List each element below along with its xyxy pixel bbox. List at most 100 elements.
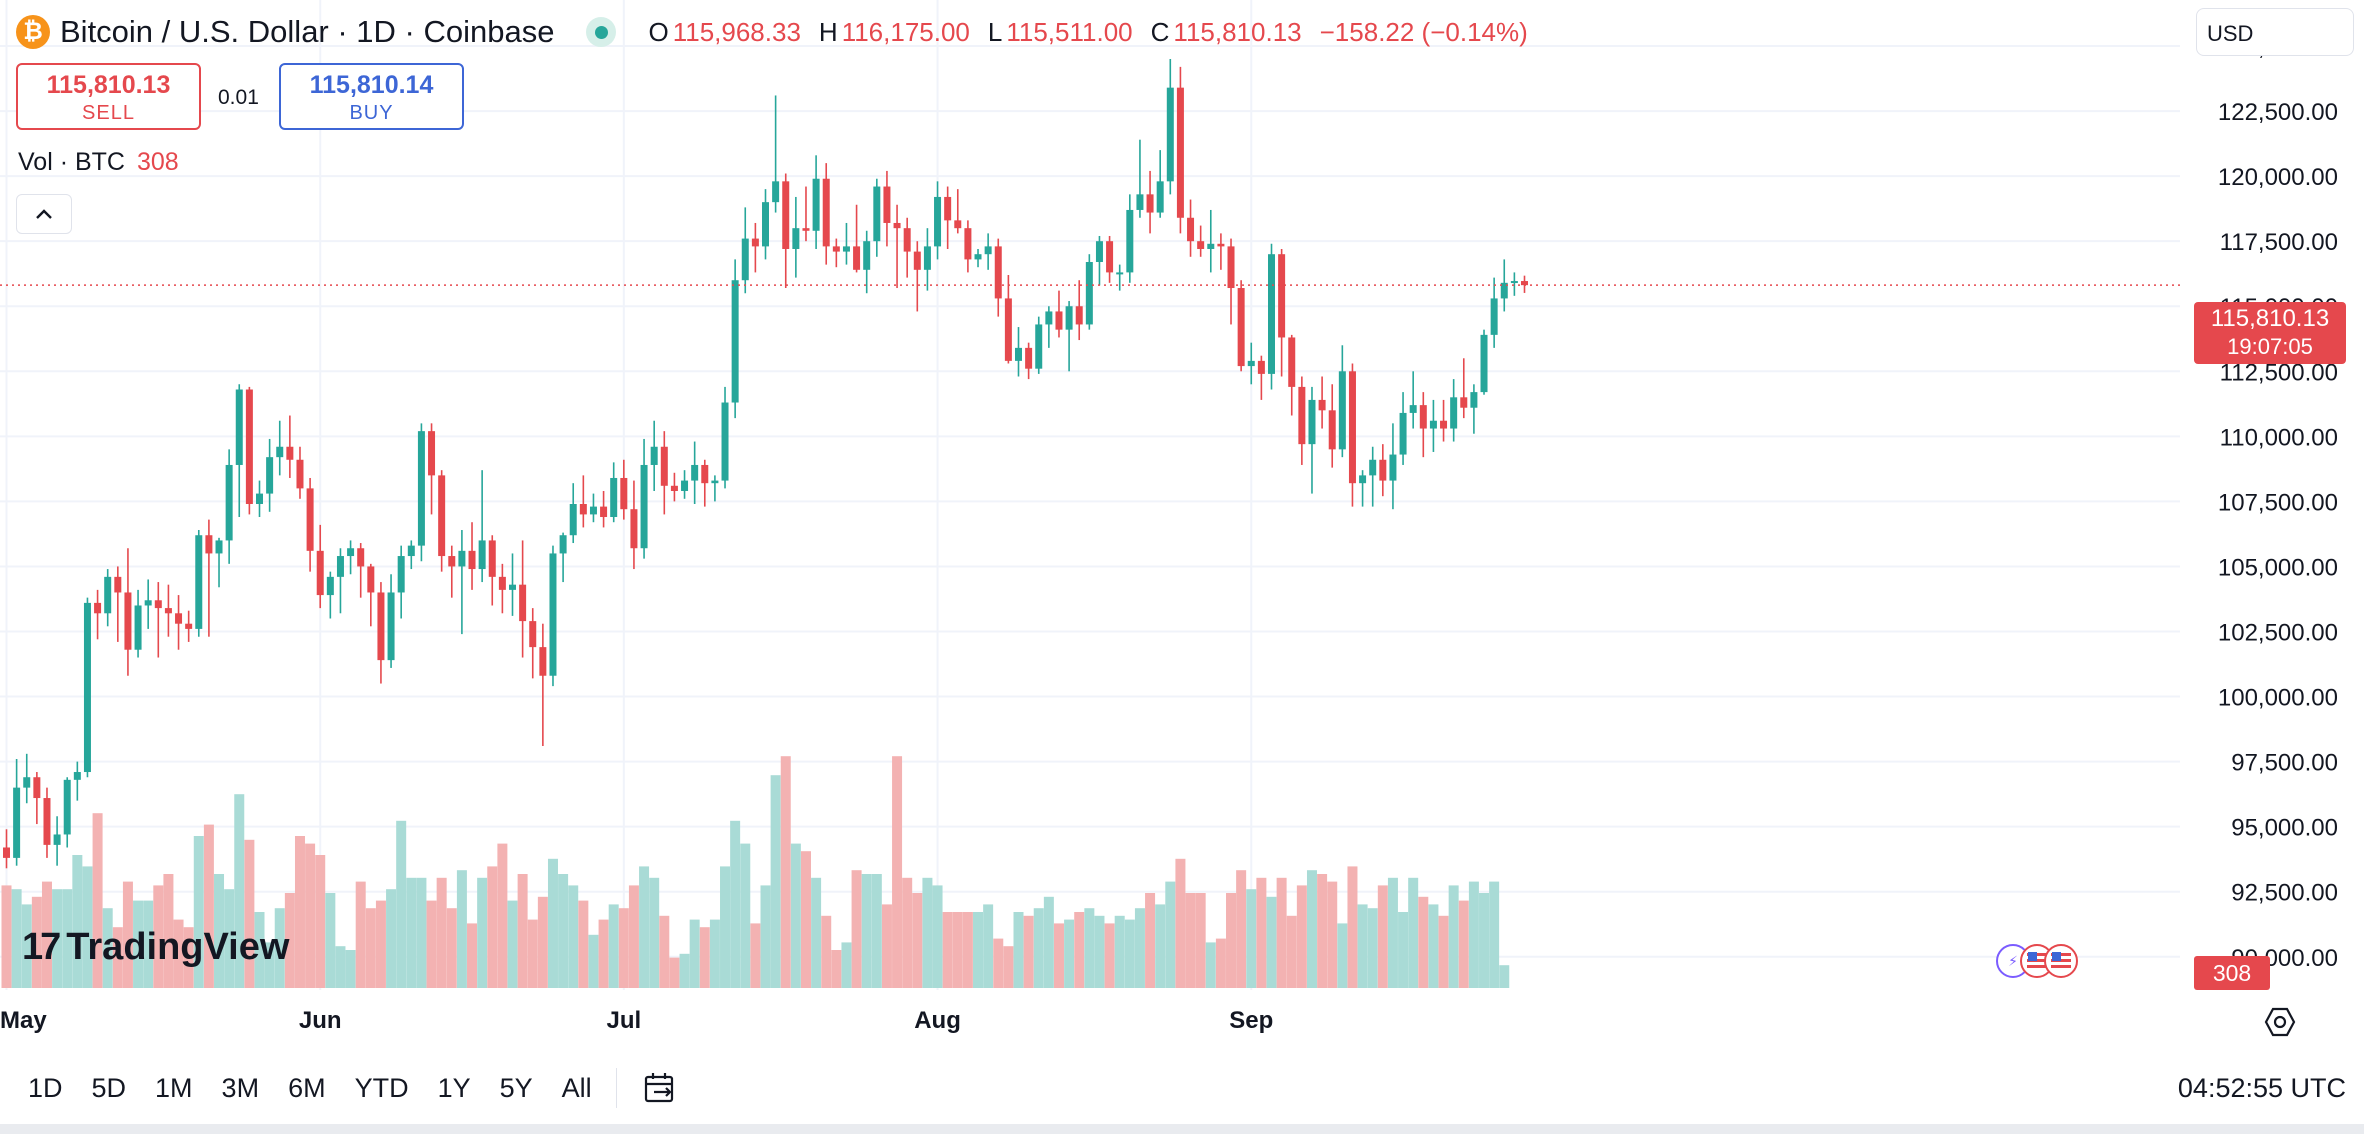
candle-body bbox=[134, 605, 142, 650]
volume-bar bbox=[1367, 908, 1378, 988]
price-tick-label: 105,000.00 bbox=[2218, 554, 2338, 581]
volume-bar bbox=[811, 877, 822, 988]
volume-bar bbox=[203, 824, 214, 988]
settings-icon bbox=[2264, 1007, 2296, 1037]
range-3m-button[interactable]: 3M bbox=[221, 1072, 260, 1103]
volume-bar bbox=[1236, 870, 1247, 988]
volume-bar bbox=[588, 934, 599, 988]
volume-bar bbox=[740, 843, 751, 988]
candle-body bbox=[448, 556, 456, 567]
candle-body bbox=[539, 647, 547, 676]
volume-bar bbox=[952, 912, 963, 988]
volume-bar bbox=[800, 851, 811, 988]
candle-body bbox=[1510, 281, 1518, 284]
volume-legend-value: 308 bbox=[136, 148, 179, 176]
candle-body bbox=[772, 181, 780, 203]
us-flag-event-icon[interactable] bbox=[2044, 944, 2078, 978]
tradingview-logo[interactable]: 17 TradingView bbox=[22, 926, 289, 969]
volume-bar bbox=[1377, 885, 1388, 988]
candle-body bbox=[104, 576, 112, 614]
candle-body bbox=[1268, 254, 1275, 374]
range-ytd-button[interactable]: YTD bbox=[354, 1072, 409, 1103]
volume-bar bbox=[993, 938, 1004, 988]
time-tick-label: Aug bbox=[914, 1007, 961, 1034]
spread-value: 0.01 bbox=[218, 86, 259, 109]
candle-body bbox=[1460, 397, 1468, 408]
volume-bar bbox=[851, 870, 862, 988]
range-1d-button[interactable]: 1D bbox=[28, 1072, 63, 1103]
volume-bar bbox=[72, 855, 83, 988]
close-value: 115,810.13 bbox=[1173, 16, 1302, 47]
range-6m-button[interactable]: 6M bbox=[288, 1072, 326, 1103]
candle-body bbox=[3, 847, 10, 858]
candlesticks bbox=[3, 59, 1528, 869]
candle-body bbox=[1187, 217, 1195, 242]
utc-clock[interactable]: 04:52:55 UTC bbox=[2177, 1072, 2346, 1103]
volume-bar bbox=[456, 870, 467, 988]
volume-bar bbox=[497, 843, 508, 988]
volume-bar bbox=[861, 874, 872, 988]
candle-body bbox=[114, 576, 122, 593]
candle-body bbox=[195, 535, 203, 629]
candle-body bbox=[1176, 87, 1184, 218]
date-range-button[interactable] bbox=[641, 1068, 681, 1108]
candle-body bbox=[73, 772, 81, 780]
chart-settings-button[interactable] bbox=[2262, 1004, 2298, 1040]
candle-body bbox=[1288, 337, 1296, 387]
candle-body bbox=[245, 389, 253, 504]
candle-body bbox=[286, 446, 294, 460]
range-5y-button[interactable]: 5Y bbox=[499, 1072, 533, 1103]
volume-bar bbox=[1276, 877, 1287, 988]
currency-select[interactable]: USD bbox=[2196, 8, 2354, 56]
volume-bar bbox=[1306, 870, 1317, 988]
volume-bar bbox=[1, 885, 12, 988]
volume-bar bbox=[1205, 942, 1216, 988]
sell-button[interactable]: 115,810.13 SELL bbox=[16, 63, 201, 130]
range-1m-button[interactable]: 1M bbox=[155, 1072, 193, 1103]
candle-body bbox=[215, 540, 223, 554]
candle-body bbox=[1217, 243, 1225, 247]
candle-body bbox=[701, 464, 709, 484]
market-status-icon[interactable] bbox=[586, 17, 617, 47]
range-1y-button[interactable]: 1Y bbox=[437, 1072, 471, 1103]
volume-bar bbox=[973, 912, 984, 988]
candle-body bbox=[822, 178, 830, 247]
candle-body bbox=[1328, 410, 1336, 450]
candle-body bbox=[205, 535, 213, 554]
volume-bar bbox=[1256, 877, 1267, 988]
candle-body bbox=[731, 280, 739, 403]
candle-body bbox=[387, 592, 395, 661]
volume-bar bbox=[102, 908, 113, 988]
volume-bar bbox=[274, 908, 285, 988]
chevron-up-icon bbox=[36, 209, 52, 219]
volume-bar bbox=[1266, 896, 1277, 988]
open-label: O bbox=[648, 16, 669, 47]
candle-body bbox=[944, 196, 952, 221]
tradingview-mark: 17 bbox=[22, 926, 61, 968]
volume-bar bbox=[568, 885, 579, 988]
volume-legend[interactable]: Vol · BTC 308 bbox=[18, 148, 179, 177]
candle-body bbox=[1197, 241, 1205, 249]
candle-body bbox=[1399, 412, 1407, 455]
volume-bar bbox=[608, 904, 619, 988]
volume-bar bbox=[1033, 908, 1044, 988]
volume-bar bbox=[537, 896, 548, 988]
volume-bar bbox=[1286, 915, 1297, 988]
range-all-button[interactable]: All bbox=[561, 1072, 592, 1103]
buy-button[interactable]: 115,810.14 BUY bbox=[279, 63, 464, 130]
candle-body bbox=[1257, 360, 1265, 374]
collapse-legend-button[interactable] bbox=[16, 194, 72, 234]
range-5d-button[interactable]: 5D bbox=[91, 1072, 127, 1103]
close-label: C bbox=[1150, 16, 1170, 47]
buy-price: 115,810.14 bbox=[309, 71, 434, 99]
volume-bar bbox=[527, 919, 538, 988]
volume-bar bbox=[547, 858, 558, 988]
volume-bar bbox=[578, 900, 589, 988]
symbol-title[interactable]: Bitcoin / U.S. Dollar · 1D · Coinbase bbox=[60, 14, 555, 49]
volume-bar bbox=[618, 908, 629, 988]
candle-body bbox=[124, 592, 132, 650]
volume-bar bbox=[92, 813, 103, 988]
candle-body bbox=[741, 238, 749, 281]
volume-bar bbox=[1398, 912, 1409, 988]
